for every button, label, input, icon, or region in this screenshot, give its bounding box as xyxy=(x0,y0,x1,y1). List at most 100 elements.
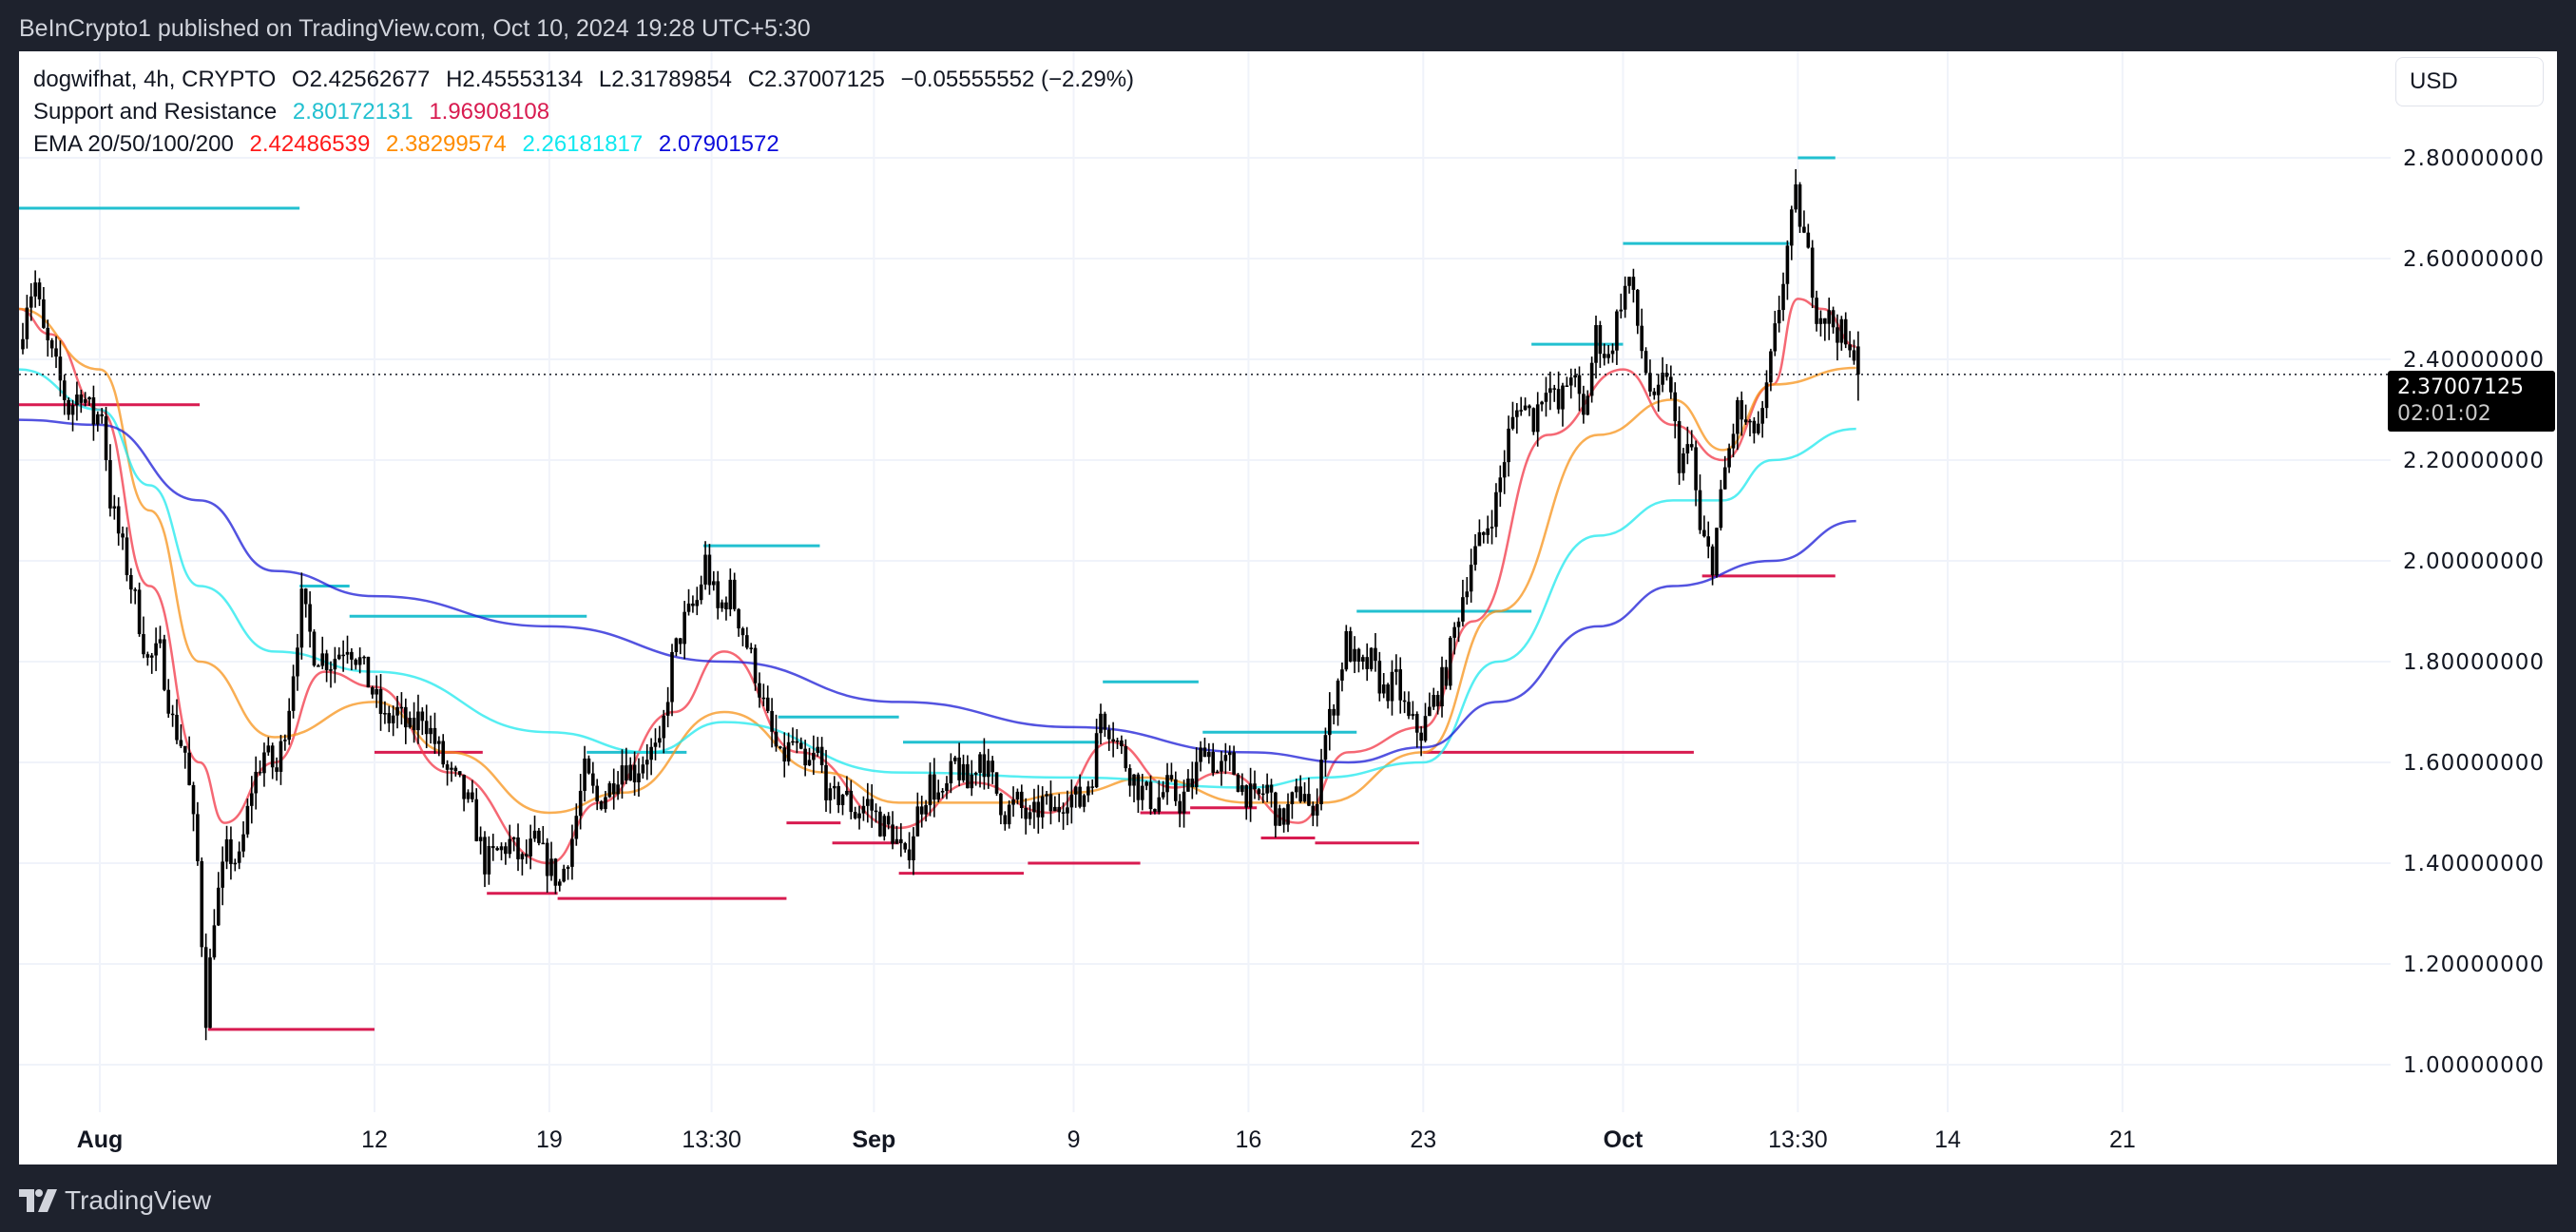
candle xyxy=(1323,735,1328,760)
time-tick-label: 23 xyxy=(1410,1126,1436,1153)
price-chart[interactable]: 2.80000000 2.60000000 2.40000000 2.20000000… xyxy=(19,51,2557,1165)
symbol-legend[interactable]: dogwifhat, 4h, CRYPTO O2.42562677 H2.455… xyxy=(33,67,1144,93)
candle xyxy=(915,806,920,837)
price-axis: 2.80000000 2.60000000 2.40000000 2.20000000… xyxy=(2403,146,2545,1078)
tradingview-logo[interactable]: TradingView xyxy=(19,1185,211,1216)
candle xyxy=(429,727,433,735)
candle xyxy=(245,805,250,835)
candle xyxy=(1502,462,1507,478)
candle xyxy=(108,460,112,509)
ohlc-open: O2.42562677 xyxy=(291,67,431,92)
candle xyxy=(990,760,994,773)
candle xyxy=(1211,751,1216,773)
candle xyxy=(703,554,707,585)
candle xyxy=(1573,375,1577,378)
candle xyxy=(957,757,961,780)
time-tick-label: Sep xyxy=(852,1126,895,1153)
candle xyxy=(408,718,412,728)
candle xyxy=(1727,448,1731,468)
candle xyxy=(586,758,591,774)
candle xyxy=(1157,797,1162,812)
candle xyxy=(1132,774,1136,786)
candle xyxy=(874,810,878,813)
candle xyxy=(637,773,641,783)
candle xyxy=(604,797,607,810)
candle xyxy=(999,793,1003,816)
candle xyxy=(1202,747,1207,758)
price-change: −0.05555552 (−2.29%) xyxy=(900,67,1135,92)
candle xyxy=(840,794,845,805)
candle xyxy=(1556,389,1561,410)
candle xyxy=(1528,405,1531,409)
currency-button[interactable]: USD xyxy=(2395,57,2544,106)
bar-countdown: 02:01:02 xyxy=(2397,402,2491,426)
candle xyxy=(553,858,558,886)
candle xyxy=(1220,760,1223,772)
ema-lines xyxy=(19,298,1856,865)
candle xyxy=(549,858,553,876)
candle xyxy=(1327,708,1332,736)
candle xyxy=(258,771,262,774)
candle xyxy=(1344,630,1349,670)
price-tick-label: 2.60000000 xyxy=(2403,247,2545,272)
candle xyxy=(566,866,570,869)
candle xyxy=(1615,311,1619,351)
candle xyxy=(224,838,229,862)
candle xyxy=(570,838,574,867)
candle xyxy=(175,714,179,741)
candle xyxy=(1194,761,1199,788)
candle xyxy=(1169,775,1174,780)
candle xyxy=(682,611,686,645)
candle xyxy=(545,842,549,876)
candle xyxy=(495,848,499,851)
candle xyxy=(611,783,616,795)
candle xyxy=(1428,706,1432,717)
sr-indicator-legend[interactable]: Support and Resistance 2.80172131 1.9690… xyxy=(33,99,559,125)
candle xyxy=(632,764,637,783)
candle xyxy=(616,784,620,795)
candle xyxy=(1369,647,1374,669)
candle xyxy=(1702,529,1706,537)
candle xyxy=(1481,531,1486,535)
candle xyxy=(894,838,899,844)
candle xyxy=(354,659,358,665)
candle xyxy=(1794,183,1797,210)
candle xyxy=(945,783,949,792)
ema-indicator-legend[interactable]: EMA 20/50/100/200 2.42486539 2.38299574 … xyxy=(33,131,789,158)
candle xyxy=(474,799,479,841)
candle xyxy=(125,537,129,575)
candle xyxy=(112,506,117,509)
candle xyxy=(1652,391,1657,395)
candle xyxy=(1315,803,1319,816)
chart-panel[interactable]: 2.80000000 2.60000000 2.40000000 2.20000000… xyxy=(19,51,2557,1165)
candle xyxy=(58,356,63,381)
candle xyxy=(1552,388,1557,390)
candle xyxy=(1186,779,1190,792)
candle xyxy=(1036,801,1041,818)
candle xyxy=(441,741,446,765)
candle xyxy=(1494,491,1498,528)
candle xyxy=(433,727,437,744)
ema-50-line xyxy=(19,307,1856,815)
candle xyxy=(291,676,296,711)
candle xyxy=(21,338,25,350)
candle xyxy=(1111,739,1115,742)
candle xyxy=(1398,669,1403,701)
candle xyxy=(949,760,953,784)
candle xyxy=(1207,751,1211,758)
candle xyxy=(816,746,820,753)
candle xyxy=(37,282,42,299)
candle xyxy=(1402,700,1407,703)
candle xyxy=(1710,546,1715,576)
candle xyxy=(116,506,121,534)
candle xyxy=(583,758,586,791)
candle xyxy=(1777,310,1781,324)
candle xyxy=(1656,384,1661,395)
time-tick-label: 21 xyxy=(2109,1126,2136,1153)
candle xyxy=(882,816,887,837)
candle xyxy=(1248,783,1253,808)
candle xyxy=(857,813,861,818)
candle xyxy=(1032,801,1036,813)
candle xyxy=(362,656,366,659)
candle xyxy=(1115,740,1120,742)
